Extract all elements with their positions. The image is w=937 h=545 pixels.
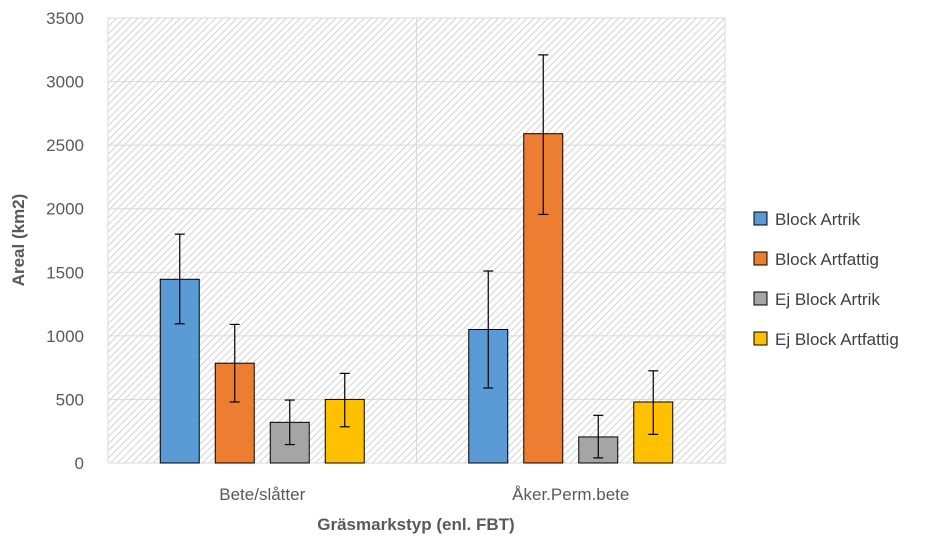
- y-tick-label: 3500: [46, 9, 84, 28]
- legend-swatch: [753, 331, 768, 346]
- y-tick-label: 2500: [46, 136, 84, 155]
- legend-swatch: [753, 211, 768, 226]
- legend-swatch: [753, 291, 768, 306]
- legend-label: Block Artrik: [775, 210, 861, 229]
- y-tick-label: 1000: [46, 327, 84, 346]
- x-axis-title: Gräsmarkstyp (enl. FBT): [317, 515, 514, 534]
- legend-label: Block Artfattig: [775, 250, 879, 269]
- x-axis-categories: Bete/slåtter Åker.Perm.bete: [219, 485, 629, 504]
- y-tick-label: 500: [56, 390, 84, 409]
- error-bars: [174, 54, 659, 459]
- x-category-label: Åker.Perm.bete: [512, 485, 629, 504]
- y-tick-label: 3000: [46, 73, 84, 92]
- bars: [159, 133, 674, 464]
- legend-label: Ej Block Artrik: [775, 290, 880, 309]
- legend: Block Artrik Block Artfattig Ej Block Artr…: [753, 210, 899, 349]
- legend-swatch: [753, 251, 768, 266]
- y-tick-label: 2000: [46, 200, 84, 219]
- legend-label: Ej Block Artfattig: [775, 330, 899, 349]
- gridlines: [107, 17, 726, 464]
- y-axis-ticks: 0 500 1000 1500 2000 2500 3000 3500: [46, 9, 84, 473]
- y-axis-title: Areal (km2): [9, 194, 28, 287]
- y-tick-label: 0: [75, 454, 84, 473]
- x-category-label: Bete/slåtter: [219, 485, 305, 504]
- y-tick-label: 1500: [46, 263, 84, 282]
